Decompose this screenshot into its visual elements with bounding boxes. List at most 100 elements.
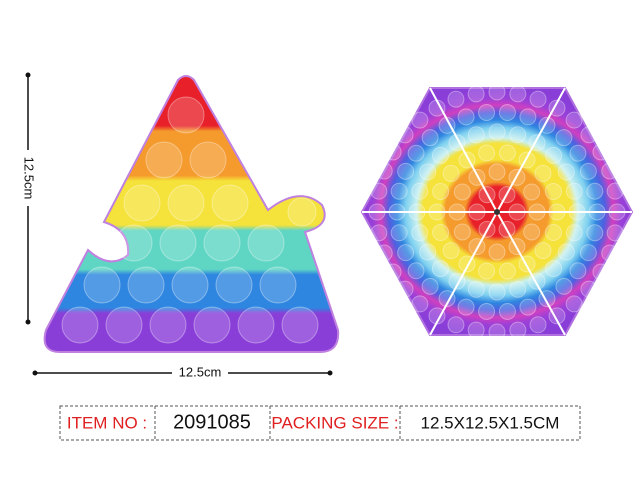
bubble (488, 123, 506, 141)
bubble (601, 244, 619, 262)
bubble (457, 298, 475, 316)
bubble (534, 164, 552, 182)
bubble (83, 266, 121, 304)
bubble (189, 141, 227, 179)
bubble (171, 266, 209, 304)
bubble (468, 168, 486, 186)
label-bg (172, 365, 228, 381)
bubble (411, 224, 429, 242)
bubble (579, 162, 597, 180)
bubble (557, 163, 575, 181)
bubble (478, 144, 496, 162)
bubble (453, 223, 471, 241)
packing-size-label: PACKING SIZE : (271, 413, 398, 432)
bubble (544, 182, 562, 200)
bubble (467, 280, 485, 298)
bubble (519, 108, 537, 126)
triangle-bubbles (61, 96, 319, 344)
bubble (411, 182, 429, 200)
hexagon-bubbles (368, 83, 626, 341)
bubble (370, 224, 388, 242)
bubble (396, 280, 414, 298)
bubble (488, 243, 506, 261)
bubble (523, 183, 541, 201)
triangle-toy (43, 75, 340, 353)
bubble (498, 104, 516, 122)
height-label: 12.5cm (22, 157, 37, 200)
bubble (529, 90, 547, 108)
bubble (390, 224, 408, 242)
bubble (586, 182, 604, 200)
bubble (601, 162, 619, 180)
bubble (545, 260, 563, 278)
bubble (390, 182, 408, 200)
bubble (555, 277, 573, 295)
bubble (544, 224, 562, 242)
bubble (411, 295, 429, 313)
bubble (557, 243, 575, 261)
bubble (519, 298, 537, 316)
bubble (586, 224, 604, 242)
packing-size: 12.5X12.5X1.5CM (421, 413, 560, 432)
bubble (421, 277, 439, 295)
bubble (370, 182, 388, 200)
bubble (287, 197, 317, 227)
bubble (592, 143, 610, 161)
bubble (565, 295, 583, 313)
bubble (384, 263, 402, 281)
bubble (580, 126, 598, 144)
bubble (375, 162, 393, 180)
bubble (498, 262, 516, 280)
bubble (167, 96, 205, 134)
bubble (509, 321, 527, 339)
bubble (579, 244, 597, 262)
bubble (397, 244, 415, 262)
bubble (447, 90, 465, 108)
bubble (442, 242, 460, 260)
bubble (431, 146, 449, 164)
bubble (384, 143, 402, 161)
bubble (375, 244, 393, 262)
bubble (529, 316, 547, 334)
bubble (467, 321, 485, 339)
bubble (509, 126, 527, 144)
bubble (478, 262, 496, 280)
bubble (498, 144, 516, 162)
bubble (509, 280, 527, 298)
bubble (534, 242, 552, 260)
label-bg (20, 150, 36, 206)
dot (25, 72, 31, 78)
bubble (592, 263, 610, 281)
bubble (215, 266, 253, 304)
bubble (421, 129, 439, 147)
bubble (123, 184, 161, 222)
bubble (457, 108, 475, 126)
bubble (396, 126, 414, 144)
bubble (453, 183, 471, 201)
bubble (411, 111, 429, 129)
item-no-label: ITEM NO : (67, 413, 147, 432)
bubble (211, 184, 249, 222)
dot (32, 370, 38, 376)
bubble (115, 224, 153, 262)
bubble (203, 224, 241, 262)
bubble (407, 144, 425, 162)
bubble (193, 306, 231, 344)
bubble (565, 182, 583, 200)
dot (25, 319, 31, 325)
bubble (61, 306, 99, 344)
item-no: 2091085 (173, 411, 251, 433)
bubble (488, 323, 506, 341)
bubble (498, 302, 516, 320)
bubble (488, 283, 506, 301)
bubble (247, 224, 285, 262)
bubble (259, 266, 297, 304)
bubble (545, 146, 563, 164)
bubble (432, 182, 450, 200)
bubble (432, 224, 450, 242)
info-table (59, 405, 581, 441)
bubble (431, 260, 449, 278)
center-dot (494, 209, 500, 215)
bubble (488, 163, 506, 181)
